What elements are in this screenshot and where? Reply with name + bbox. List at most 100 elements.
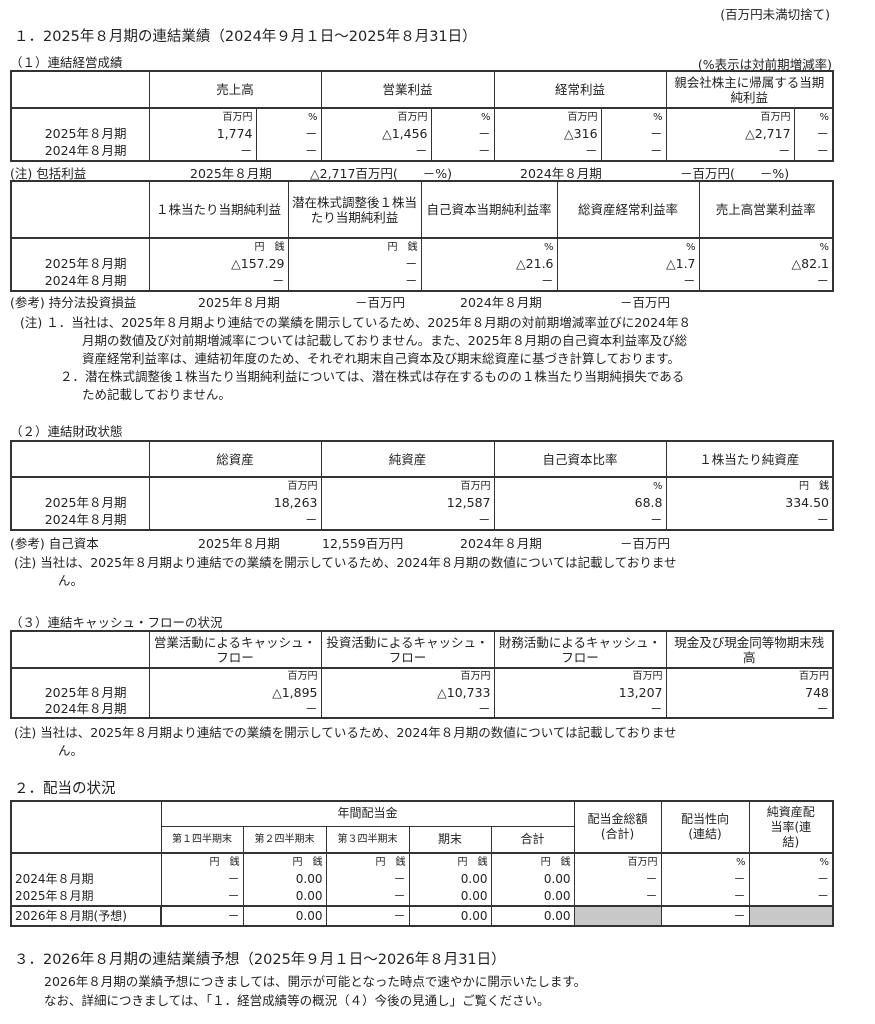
cell: 748 [665, 685, 834, 701]
table-row: 2024年８月期－－－－ [10, 511, 834, 530]
cell: △21.6 [420, 256, 558, 273]
unit: 百万円 [320, 108, 432, 127]
cell: △1,895 [148, 685, 322, 701]
cell: 0.00 [408, 871, 492, 888]
value: －百万円 [620, 536, 671, 551]
per-share-ratios-table: １株当たり当期純利益 潜在株式調整後１株当たり当期純利益 自己資本当期純利益率 … [10, 180, 834, 292]
subsection-title: （２）連結財政状態 [10, 424, 123, 439]
header-ordinary-income: 経常利益 [493, 71, 667, 109]
period: 2025年８月期 [198, 295, 280, 310]
row-label: 2025年８月期 [10, 685, 150, 701]
cell: － [493, 511, 667, 530]
cell: 1,774 [148, 126, 257, 143]
cell: 68.8 [493, 495, 667, 512]
unit: 円 銭 [160, 853, 244, 872]
financial-position-table: 総資産 純資産 自己資本比率 １株当たり純資産 百万円 百万円% 円 銭 2025年８月期… [10, 440, 834, 531]
subsection-title: （１）連結経営成績 [10, 55, 123, 70]
table-row: 2025年８月期 18,263 12,587 68.8 334.50 [10, 495, 834, 512]
cell: － [665, 511, 834, 530]
header-q2: 第２四半期末 [242, 826, 327, 854]
unit: % [660, 853, 750, 872]
note-line: ため記載しておりません。 [82, 387, 231, 402]
unit: 百万円 [148, 108, 257, 127]
unit: 円 銭 [408, 853, 492, 872]
unit: 円 銭 [287, 238, 422, 257]
cell: － [493, 142, 602, 161]
unit: % [748, 853, 834, 872]
cell: － [287, 256, 422, 273]
cell: － [148, 700, 322, 718]
unit: 百万円 [665, 108, 795, 127]
row-label: 2024年８月期 [10, 272, 150, 291]
header-total: 合計 [490, 826, 575, 854]
row-label: 2024年８月期 [10, 871, 162, 888]
cell: 12,587 [320, 495, 495, 512]
cell: － [325, 906, 410, 926]
cell: △82.1 [698, 256, 834, 273]
cell-shaded [573, 906, 662, 926]
period: 2024年８月期 [520, 166, 602, 181]
header-operating-cf: 営業活動によるキャッシュ・フロー [148, 631, 322, 669]
operating-results-table: 売上高 営業利益 経常利益 親会社株主に帰属する当期純利益 百万円% 百万円% 百万… [10, 70, 835, 162]
header-sales: 売上高 [148, 71, 322, 109]
header-total-assets: 総資産 [148, 441, 322, 478]
unit: % [556, 238, 700, 257]
note-line: (注) 当社は、2025年８月期より連結での業績を開示しているため、2024年８… [14, 725, 677, 740]
dividends-table: 年間配当金 配当金総額(合計) 配当性向(連結) 純資産配当率(連結) 第１四半… [10, 800, 835, 927]
cell: － [160, 871, 244, 888]
cell: － [556, 272, 700, 291]
cell: 0.00 [242, 906, 327, 926]
label: (参考) 自己資本 [10, 536, 99, 551]
header-operating-income: 営業利益 [320, 71, 495, 109]
subsection-title: （３）連結キャッシュ・フローの状況 [10, 615, 223, 630]
table-row: 2024年８月期－－－－－－－－ [10, 142, 834, 161]
unit: 百万円 [148, 668, 322, 686]
unit: 百万円 [320, 477, 495, 496]
unit: 百万円 [665, 668, 834, 686]
note-line: 資産経常利益率は、連結初年度のため、それぞれ期末自己資本及び期末総資産に基づき計… [82, 351, 681, 366]
cell: 0.00 [408, 887, 492, 906]
header-operating-margin: 売上高営業利益率 [698, 181, 834, 239]
period: 2025年８月期 [198, 536, 280, 551]
cell: － [660, 906, 750, 926]
cell: － [160, 887, 244, 906]
cell: △10,733 [320, 685, 495, 701]
cell: － [160, 906, 244, 926]
unit: % [430, 108, 495, 127]
table-row: 2024年８月期－－－－ [10, 700, 834, 718]
cell: － [665, 700, 834, 718]
cell: △2,717 [665, 126, 795, 143]
cell: － [748, 887, 834, 906]
table-row: 2025年８月期 1,774 － △1,456 － △316 － △2,717 － [10, 126, 834, 143]
unit: 円 銭 [665, 477, 834, 496]
cell: － [600, 142, 667, 161]
cell: － [325, 887, 410, 906]
cell: － [255, 126, 322, 143]
header-q1: 第１四半期末 [160, 826, 244, 854]
cell: － [430, 126, 495, 143]
unit: 円 銭 [490, 853, 575, 872]
cell: 0.00 [408, 906, 492, 926]
header-net-income: 親会社株主に帰属する当期純利益 [665, 71, 834, 109]
value: －百万円 [355, 295, 406, 310]
notes-1: (注) １．当社は、2025年８月期より連結での業績を開示しているため、2025… [20, 314, 691, 404]
header-doe: 純資産配当率(連結) [748, 801, 834, 854]
table-row: 2025年８月期 △1,895 △10,733 13,207 748 [10, 685, 834, 701]
header-equity-ratio: 自己資本比率 [493, 441, 667, 478]
header-eps: １株当たり当期純利益 [148, 181, 289, 239]
row-label: 2026年８月期(予想) [10, 906, 162, 926]
unit: % [255, 108, 322, 127]
header-q3: 第３四半期末 [325, 826, 410, 854]
row-label: 2025年８月期 [10, 495, 150, 512]
period: 2025年８月期 [190, 166, 272, 181]
percent-note: (%表示は対前期増減率) [697, 57, 832, 72]
cell: － [660, 871, 750, 888]
cell: △316 [493, 126, 602, 143]
header-year-end: 期末 [408, 826, 492, 854]
row-label: 2025年８月期 [10, 887, 162, 906]
note-line: ん。 [58, 743, 84, 758]
header-financing-cf: 財務活動によるキャッシュ・フロー [493, 631, 667, 669]
cell: － [793, 126, 834, 143]
cell-shaded [748, 906, 834, 926]
unit: 百万円 [493, 108, 602, 127]
